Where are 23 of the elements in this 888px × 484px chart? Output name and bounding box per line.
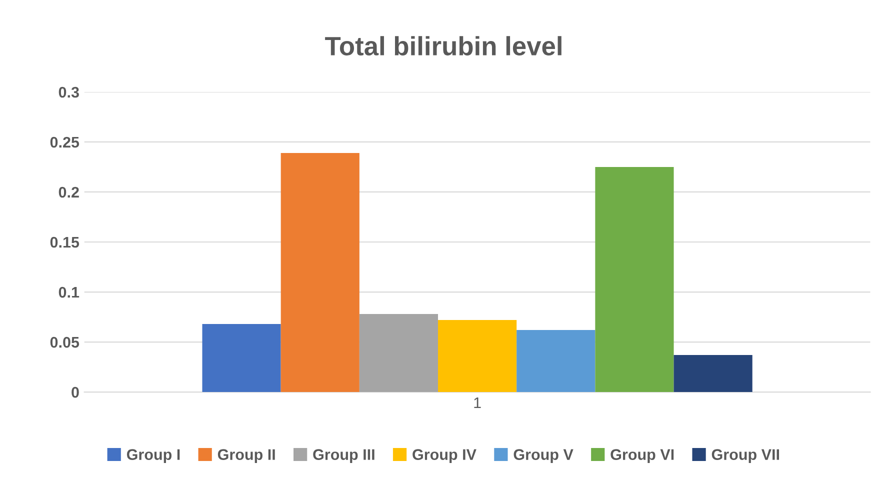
legend-label: Group IV xyxy=(412,449,476,463)
y-tick-label: 0.05 xyxy=(50,336,80,348)
legend-label: Group III xyxy=(313,449,374,463)
bar xyxy=(202,324,281,392)
y-tick-label: 0.3 xyxy=(58,86,79,98)
y-tick-label: 0.15 xyxy=(50,236,80,248)
legend-label: Group I xyxy=(126,449,180,463)
legend-label: Group II xyxy=(218,449,275,463)
legend-label: Group VII xyxy=(712,449,779,463)
bar xyxy=(438,320,517,392)
y-tick-label: 0.25 xyxy=(50,136,80,148)
y-tick-label: 0 xyxy=(72,386,79,398)
x-tick-label: 1 xyxy=(474,397,481,408)
bar xyxy=(595,166,674,392)
bar xyxy=(280,152,360,392)
legend-label: Group VI xyxy=(610,449,674,463)
chart-title: Total bilirubin level xyxy=(325,36,562,56)
bar xyxy=(359,314,438,392)
bar xyxy=(516,330,596,392)
y-tick-label: 0.2 xyxy=(58,186,79,198)
y-tick-label: 0.1 xyxy=(58,286,80,298)
bar xyxy=(674,355,752,392)
legend-label: Group V xyxy=(514,449,574,463)
